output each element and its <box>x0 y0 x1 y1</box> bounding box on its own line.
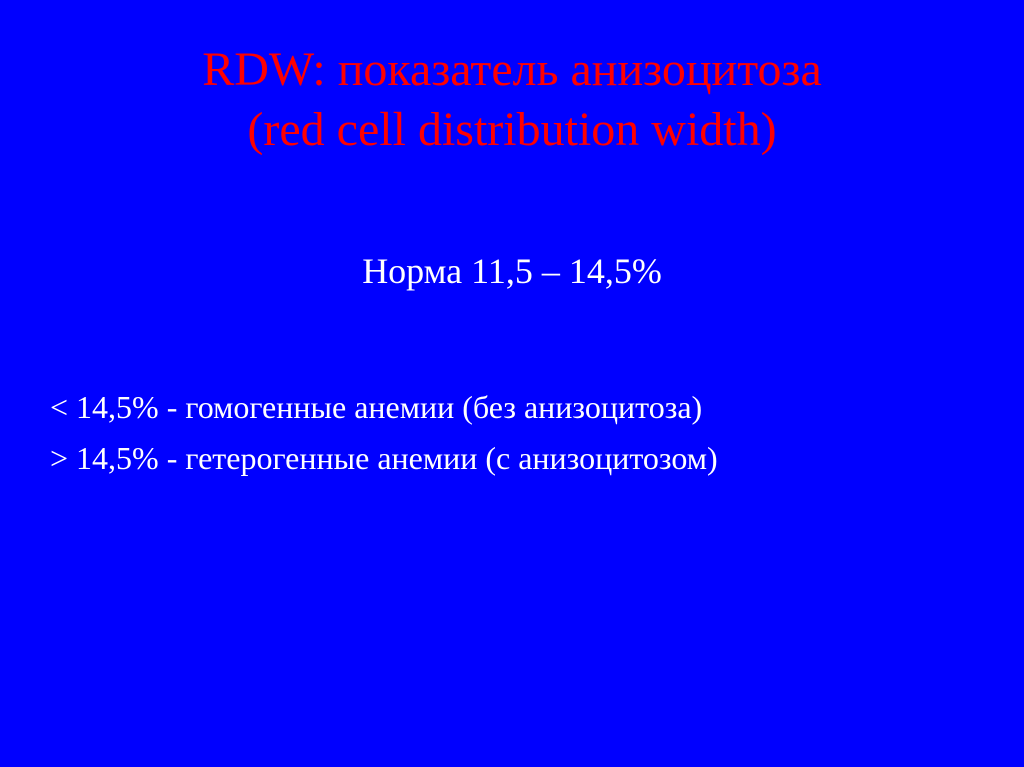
slide-container: RDW: показатель анизоцитоза (red cell di… <box>0 0 1024 767</box>
title-line-1: RDW: показатель анизоцитоза <box>202 43 822 96</box>
bullet-text: 14,5% - гетерогенные анемии (с анизоцито… <box>68 440 718 476</box>
bullet-symbol: > <box>50 440 68 476</box>
bullet-symbol: < <box>50 389 68 425</box>
bullet-text: 14,5% - гомогенные анемии (без анизоцито… <box>68 389 702 425</box>
bullet-item: < 14,5% - гомогенные анемии (без анизоци… <box>50 382 974 433</box>
slide-title: RDW: показатель анизоцитоза (red cell di… <box>50 40 974 160</box>
bullet-item: > 14,5% - гетерогенные анемии (с анизоци… <box>50 433 974 484</box>
bullet-list: < 14,5% - гомогенные анемии (без анизоци… <box>50 382 974 484</box>
title-line-2: (red cell distribution width) <box>247 103 776 156</box>
norm-text: Норма 11,5 – 14,5% <box>50 250 974 292</box>
